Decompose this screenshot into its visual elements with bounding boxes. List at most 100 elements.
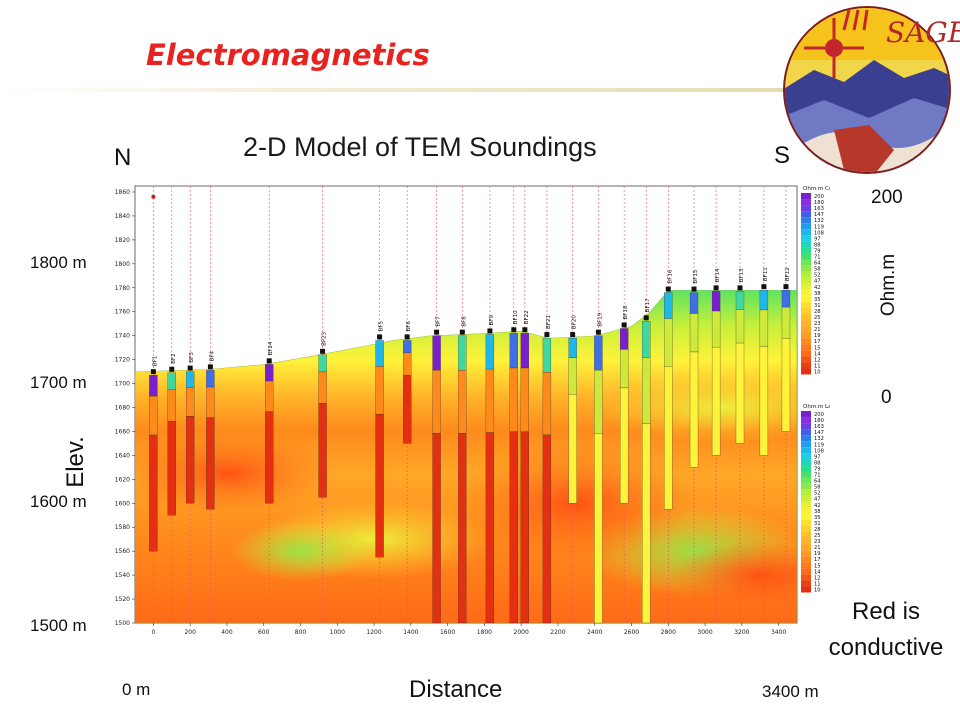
colorbar-swatch — [801, 501, 811, 508]
colorbar-label: 88 — [814, 460, 821, 466]
resistivity-section-chart: BF1 BF2 BF3 BF4 BF24 BF23 BF5 BF6 BF7 BF8 BF9 BF10 B… — [115, 185, 830, 636]
colorbar-swatch — [801, 193, 811, 200]
colorbar-label: 15 — [814, 563, 821, 569]
reference-point — [151, 194, 156, 199]
sounding-marker — [434, 329, 440, 335]
y-tick-label: 1600 — [115, 500, 130, 507]
colorbar-label: 28 — [814, 309, 821, 315]
sounding-marker — [713, 285, 719, 291]
x-tick-label: 2200 — [550, 629, 565, 636]
colorbar-title: Ohm.m Layr'd — [803, 404, 830, 410]
colorbar-swatch — [801, 562, 811, 569]
colorbar-label: 19 — [814, 333, 821, 339]
sounding-layer-segment — [542, 337, 552, 373]
slide-title: Electromagnetics — [146, 38, 430, 72]
sage-logo: SAGE — [783, 6, 960, 174]
x-tick-label: 1800 — [477, 629, 492, 636]
colorbar-label: 38 — [814, 509, 821, 515]
sounding-marker — [643, 315, 649, 321]
sounding-label: BF2 — [171, 353, 177, 363]
colorbar-title: Ohm.m Cont'd — [803, 186, 830, 192]
elevation-tick-1600: 1600 m — [30, 492, 87, 511]
sounding-layer-segment — [642, 321, 651, 358]
sounding-label: BF16 — [667, 269, 673, 283]
resistive-zone — [230, 521, 371, 582]
colorbar-swatch — [801, 362, 811, 369]
y-tick-label: 1520 — [115, 596, 130, 603]
x-tick-label: 2400 — [587, 629, 602, 636]
colorbar-label: 119 — [814, 442, 824, 448]
scale-max-label: 200 — [871, 187, 903, 208]
sounding-layer-segment — [520, 333, 529, 369]
colorbar-swatch — [801, 259, 811, 266]
colorbar-label: 42 — [814, 503, 821, 509]
colorbar-label: 58 — [814, 267, 821, 273]
sounding-layer-segment — [186, 416, 195, 504]
colorbar-swatch — [801, 356, 811, 363]
y-tick-label: 1800 — [115, 261, 130, 268]
sounding-label: BF15 — [693, 269, 699, 283]
sounding-label: BF24 — [268, 341, 274, 355]
colorbar-label: 38 — [814, 291, 821, 297]
sounding-layer-segment — [711, 346, 721, 456]
colorbar-label: 23 — [814, 321, 821, 327]
colorbar-label: 23 — [814, 539, 821, 545]
sounding-layer-segment — [167, 421, 176, 516]
colorbar-label: 11 — [814, 581, 821, 587]
elevation-tick-1800: 1800 m — [30, 253, 87, 272]
sounding-layer-segment — [458, 433, 467, 624]
colorbar-swatch — [801, 295, 811, 302]
y-tick-label: 1620 — [115, 476, 130, 483]
sounding-label: BF22 — [524, 310, 530, 324]
colorbar-swatch — [801, 423, 811, 430]
colorbar-swatch — [801, 568, 811, 575]
x-tick-label: 200 — [184, 629, 196, 636]
north-label: N — [114, 144, 132, 171]
colorbar-swatch — [801, 271, 811, 278]
sounding-layer-segment — [619, 349, 629, 389]
sounding-layer-segment — [735, 309, 745, 344]
sounding-label: BF4 — [209, 350, 215, 361]
x-tick-label: 800 — [295, 629, 307, 636]
sounding-layer-segment — [485, 368, 495, 433]
sounding-layer-segment — [375, 413, 384, 558]
colorbar-label: 28 — [814, 527, 821, 533]
scale-min-label: 0 — [881, 387, 892, 408]
colorbar-label: 58 — [814, 485, 821, 491]
sounding-layer-segment — [735, 342, 745, 444]
sounding-marker — [544, 332, 550, 338]
x-tick-label: 3000 — [697, 629, 712, 636]
sounding-layer-segment — [711, 291, 721, 312]
colorbar-swatch — [801, 368, 811, 375]
y-tick-label: 1700 — [115, 381, 130, 388]
colorbar-label: 132 — [814, 436, 824, 442]
colorbar-swatch — [801, 471, 811, 478]
colorbar-swatch — [801, 411, 811, 418]
sounding-layer-segment — [265, 364, 274, 382]
sounding-layer-segment — [403, 352, 412, 376]
elevation-tick-1700: 1700 m — [30, 373, 87, 392]
sounding-layer-segment — [167, 389, 176, 422]
sounding-layer-segment — [206, 370, 215, 388]
sounding-label: BF9 — [489, 315, 495, 326]
sounding-label: BF20 — [572, 315, 578, 329]
colorbar-swatch — [801, 326, 811, 333]
sounding-marker — [377, 334, 383, 340]
sounding-marker — [665, 286, 671, 292]
sounding-label: BF14 — [715, 268, 721, 282]
y-tick-label: 1640 — [115, 452, 130, 459]
sounding-layer-segment — [206, 417, 215, 510]
sounding-label: BF23 — [322, 331, 328, 345]
colorbar-swatch — [801, 217, 811, 224]
colorbar-swatch — [801, 211, 811, 218]
sounding-marker — [487, 328, 493, 334]
y-tick-label: 1860 — [115, 189, 130, 196]
sounding-layer-segment — [594, 433, 603, 624]
colorbar-label: 79 — [814, 248, 821, 254]
x-tick-label: 400 — [221, 629, 233, 636]
colorbar-swatch — [801, 307, 811, 314]
colorbar-label: 147 — [814, 430, 824, 436]
colorbar-label: 10 — [814, 587, 821, 593]
colorbar-label: 14 — [814, 569, 821, 575]
sounding-layer-segment — [520, 367, 529, 432]
